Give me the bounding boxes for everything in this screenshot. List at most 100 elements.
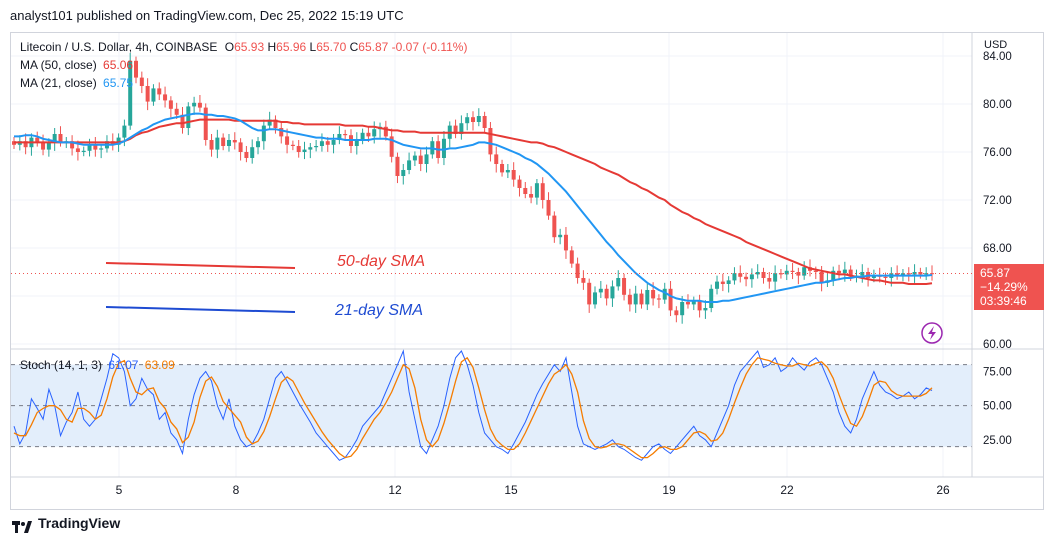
candle-body	[761, 272, 766, 278]
candle-body	[773, 273, 778, 282]
candle-body	[895, 273, 900, 276]
x-tick-label: 22	[780, 483, 794, 497]
ohlc-open: 65.93	[234, 40, 265, 54]
candle-body	[749, 274, 754, 280]
candle-body	[575, 263, 580, 278]
candle-body	[99, 148, 104, 150]
candle-body	[593, 292, 598, 305]
candle-body	[186, 106, 191, 128]
candle-body	[912, 272, 917, 275]
ohlc-open-label: O	[224, 40, 235, 54]
candle-body	[331, 140, 336, 145]
candle-body	[128, 60, 133, 126]
ohlc-high: 65.96	[276, 40, 307, 54]
footer-brand[interactable]: TradingView	[12, 512, 120, 534]
candle-body	[871, 275, 876, 278]
candle-body	[52, 134, 57, 143]
ma50-line	[14, 118, 933, 285]
candle-body	[552, 215, 557, 238]
stoch-tick-label: 25.00	[983, 435, 1012, 447]
candle-body	[569, 250, 574, 264]
candle-body	[610, 286, 615, 299]
candle-body	[540, 183, 545, 200]
candle-body	[250, 147, 255, 158]
candle-body	[70, 141, 75, 149]
sma50-sample-line	[105, 262, 296, 269]
candle-body	[354, 140, 359, 146]
candle-body	[209, 140, 214, 150]
candle-body	[157, 88, 162, 95]
candle-body	[366, 132, 371, 137]
x-tick-label: 8	[233, 483, 240, 497]
symbol-title: Litecoin / U.S. Dollar, 4h, COINBASE	[20, 40, 218, 54]
candle-body	[372, 129, 377, 137]
candle-body	[221, 137, 226, 146]
candle-body	[767, 278, 772, 282]
bar-timer: 03:39:46	[980, 294, 1027, 308]
candle-body	[517, 179, 522, 188]
candle-body	[174, 108, 179, 115]
candle-body	[134, 60, 139, 78]
tradingview-logo-icon	[12, 517, 32, 533]
candle-body	[546, 200, 551, 216]
candle-body	[360, 132, 365, 140]
candle-body	[401, 170, 406, 176]
x-tick-label: 12	[388, 483, 402, 497]
stoch-tick-label: 75.00	[983, 366, 1012, 378]
candle-body	[500, 164, 505, 173]
candle-body	[35, 137, 40, 143]
candle-body	[389, 136, 394, 157]
candle-body	[314, 146, 319, 148]
candle-body	[784, 270, 789, 275]
candle-body	[831, 270, 836, 281]
candle-body	[482, 116, 487, 128]
candle-body	[796, 272, 801, 276]
candle-body	[691, 300, 696, 305]
candle-body	[238, 142, 243, 152]
candle-body	[232, 140, 237, 143]
candle-body	[616, 278, 621, 287]
candle-body	[41, 142, 46, 150]
candle-body	[139, 77, 144, 86]
lightning-icon	[921, 322, 943, 344]
candle-body	[924, 273, 929, 275]
candle-body	[488, 128, 493, 155]
candle-body	[709, 288, 714, 308]
lightning-icon-ring	[921, 322, 943, 344]
candle-body	[842, 269, 847, 274]
candle-body	[46, 142, 51, 150]
candle-body	[168, 100, 173, 109]
candle-body	[697, 300, 702, 311]
candle-body	[203, 107, 208, 140]
candle-body	[674, 310, 679, 316]
candle-body	[900, 273, 905, 276]
x-tick-label: 15	[504, 483, 518, 497]
ohlc-close: 65.87	[358, 40, 389, 54]
candle-body	[343, 134, 348, 136]
y-tick-label: 68.00	[983, 243, 1012, 255]
last-change-pct: −14.29%	[980, 280, 1028, 294]
candle-body	[261, 125, 266, 142]
y-tick-label: 80.00	[983, 99, 1012, 111]
stoch-tick-label: 50.00	[983, 401, 1012, 413]
candle-body	[383, 126, 388, 137]
candle-body	[215, 137, 220, 150]
stoch-d-value: 63.09	[144, 358, 175, 372]
candle-body	[529, 194, 534, 198]
candle-body	[726, 280, 731, 284]
candle-body	[407, 160, 412, 170]
candle-body	[511, 170, 516, 180]
ma50-value: 65.06	[103, 58, 134, 72]
candle-body	[494, 154, 499, 164]
candle-body	[418, 155, 423, 164]
candle-body	[23, 141, 28, 148]
candle-body	[523, 188, 528, 194]
stoch-label: Stoch (14, 1, 3)	[20, 358, 103, 372]
candle-body	[116, 137, 121, 145]
candle-body	[680, 302, 685, 316]
candle-body	[860, 272, 865, 276]
currency-label: USD	[984, 39, 1008, 51]
candle-body	[819, 272, 824, 283]
candle-body	[459, 123, 464, 134]
